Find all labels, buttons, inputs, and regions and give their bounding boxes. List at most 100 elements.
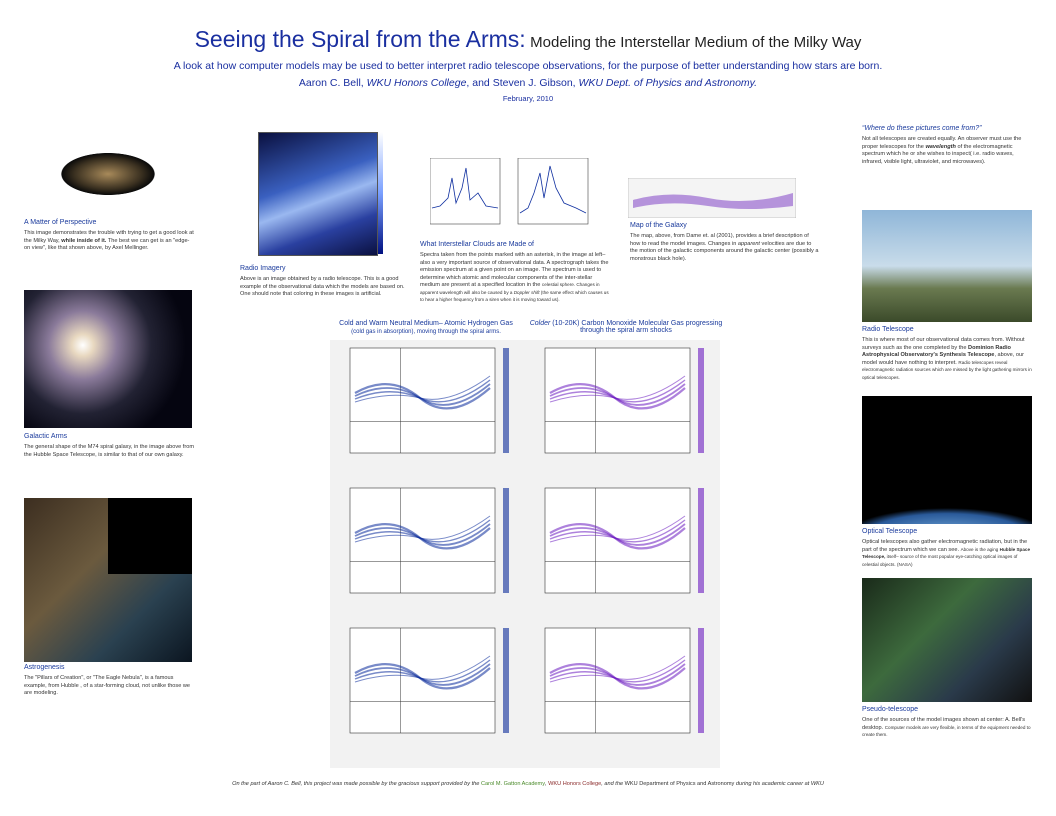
title-main: Seeing the Spiral from the Arms: [194,26,526,52]
model-gas [354,375,491,403]
section: Radio Imagery Above is an image obtained… [240,265,410,299]
colorbar [698,488,704,593]
section-body: Above is an image obtained by a radio te… [240,276,405,298]
text: WKU Department of Physics and Astronomy [624,781,735,787]
text: Cold and Warm Neutral Medium– Atomic Hyd… [339,320,513,327]
section-heading: A Matter of Perspective [24,219,97,226]
section: What Interstellar Clouds are Made of Spe… [420,241,610,305]
section: Radio Telescope This is where most of ou… [862,326,1034,382]
text: Above is the aging [960,546,1000,552]
section-body: Not all telescopes are created equally. … [862,136,1032,166]
text: while inside of it. [61,237,107,244]
section: A Matter of Perspective This image demon… [24,219,194,253]
text: Dominion Radio Astrophysical Observatory… [862,344,1011,359]
section: Pseudo-telescope One of the sources of t… [862,706,1034,740]
text: On the part of Aaron C. Bell, this proje… [232,781,481,787]
column-title: Colder (10-20K) Carbon Monoxide Molecula… [526,320,726,334]
model-panels [349,347,704,734]
authors: Aaron C. Bell, WKU Honors College, and S… [0,77,1056,89]
text: WKU Honors College [548,781,602,787]
text: (10-20K) Carbon Monoxide Molecular Gas p… [550,320,723,334]
section: Optical Telescope Optical telescopes als… [862,528,1034,569]
text: Not all telescopes are created equally. … [862,136,1022,150]
text: Spectra taken from the points marked wit… [420,252,609,289]
text: Hubble Space Telescope, [862,546,1031,560]
model-gas [354,515,491,543]
section-heading: What Interstellar Clouds are Made of [420,241,534,248]
footer: On the part of Aaron C. Bell, this proje… [0,781,1056,787]
model-gas [549,375,686,403]
text: (cold gas in absorption), moving through… [351,329,501,335]
text: The map, above, from Dame et. al (2001),… [630,233,809,247]
section-body: Spectra taken from the points marked wit… [420,252,610,305]
section-body: Optical telescopes also gather electroma… [862,539,1034,569]
title: Seeing the Spiral from the Arms: Modelin… [0,26,1056,53]
section-heading: Galactic Arms [24,433,68,440]
radio-telescope-image [862,210,1032,322]
section-heading: Astrogenesis [24,664,65,671]
text: The best we can get is an "edge-on view"… [24,237,190,252]
section-heading: Radio Imagery [240,265,286,272]
text: velocities are due to the motion of the … [630,240,819,262]
section-heading: Optical Telescope [862,528,918,535]
section-body: This image demonstrates the trouble with… [24,230,194,253]
colorbar [378,132,383,254]
column-title: Cold and Warm Neutral Medium– Atomic Hyd… [326,320,526,335]
section: Galactic Arms The general shape of the M… [24,433,194,459]
section: “Where do these pictures come from?” Not… [862,125,1032,166]
section-body: The map, above, from Dame et. al (2001),… [630,233,820,263]
author: , and Steven J. Gibson, [466,77,579,89]
text: Colder [529,320,551,327]
text: apparent [737,240,760,247]
text: of the electromagnetic spectrum which he… [862,143,1014,165]
section-body: One of the sources of the model images s… [862,717,1034,740]
milky-way-image [24,132,192,216]
section-body: The "Pillars of Creation", or "The Eagle… [24,675,191,697]
affiliation: WKU Honors College [366,77,467,89]
author: Aaron C. Bell, [298,77,367,89]
section-body: This is where most of our observational … [862,337,1034,382]
text: This image demonstrates the trouble with… [24,230,194,244]
radio-image [258,132,378,256]
nebula-corner [108,498,192,574]
model-gas [549,515,686,543]
text: Doppler shift [513,289,540,295]
section-heading: Pseudo-telescope [862,706,919,713]
text: Optical telescopes also gather electroma… [862,539,1028,553]
hubble-image [862,396,1032,524]
section-heading: “Where do these pictures come from?” [862,125,982,132]
section: Map of the Galaxy The map, above, from D… [630,222,820,263]
text: wavelength [925,143,956,150]
galaxy-map-image [628,178,796,218]
galaxy-image [24,290,192,428]
colorbar [698,628,704,733]
section-body: The general shape of the M74 spiral gala… [24,444,194,458]
text: This is where most of our observational … [862,337,1025,351]
model-gas [354,655,491,683]
text: Carol M. Gatton Academy [480,781,545,787]
text: (the same effect which causes us to hear… [420,289,609,303]
text: One of the sources of the model images s… [862,717,1026,731]
text: Radio telescopes reveal electromagnetic … [862,359,1032,380]
section-heading: Map of the Galaxy [630,222,687,229]
text: , and the [601,781,625,787]
text: during his academic career at WKU [734,781,824,787]
desktop-image [862,578,1032,702]
colorbar [503,488,509,593]
section-heading: Radio Telescope [862,326,914,333]
colorbar [503,628,509,733]
section: Astrogenesis The "Pillars of Creation", … [24,664,194,698]
affiliation: WKU Dept. of Physics and Astronomy. [578,77,758,89]
colorbar [698,348,704,453]
model-gas [549,655,686,683]
text: celestial sphere. Changes in apparent wa… [420,282,600,295]
title-sub: Modeling the Interstellar Medium of the … [530,34,862,51]
text: , above, our model would have nothing to… [862,352,1024,366]
date: February, 2010 [502,94,554,103]
colorbar [503,348,509,453]
text: itself– source of the most popular eye-c… [862,554,1018,567]
text: Computer models are very flexible, in te… [862,724,1031,738]
text: , [545,781,549,787]
spectra-image [430,158,589,225]
